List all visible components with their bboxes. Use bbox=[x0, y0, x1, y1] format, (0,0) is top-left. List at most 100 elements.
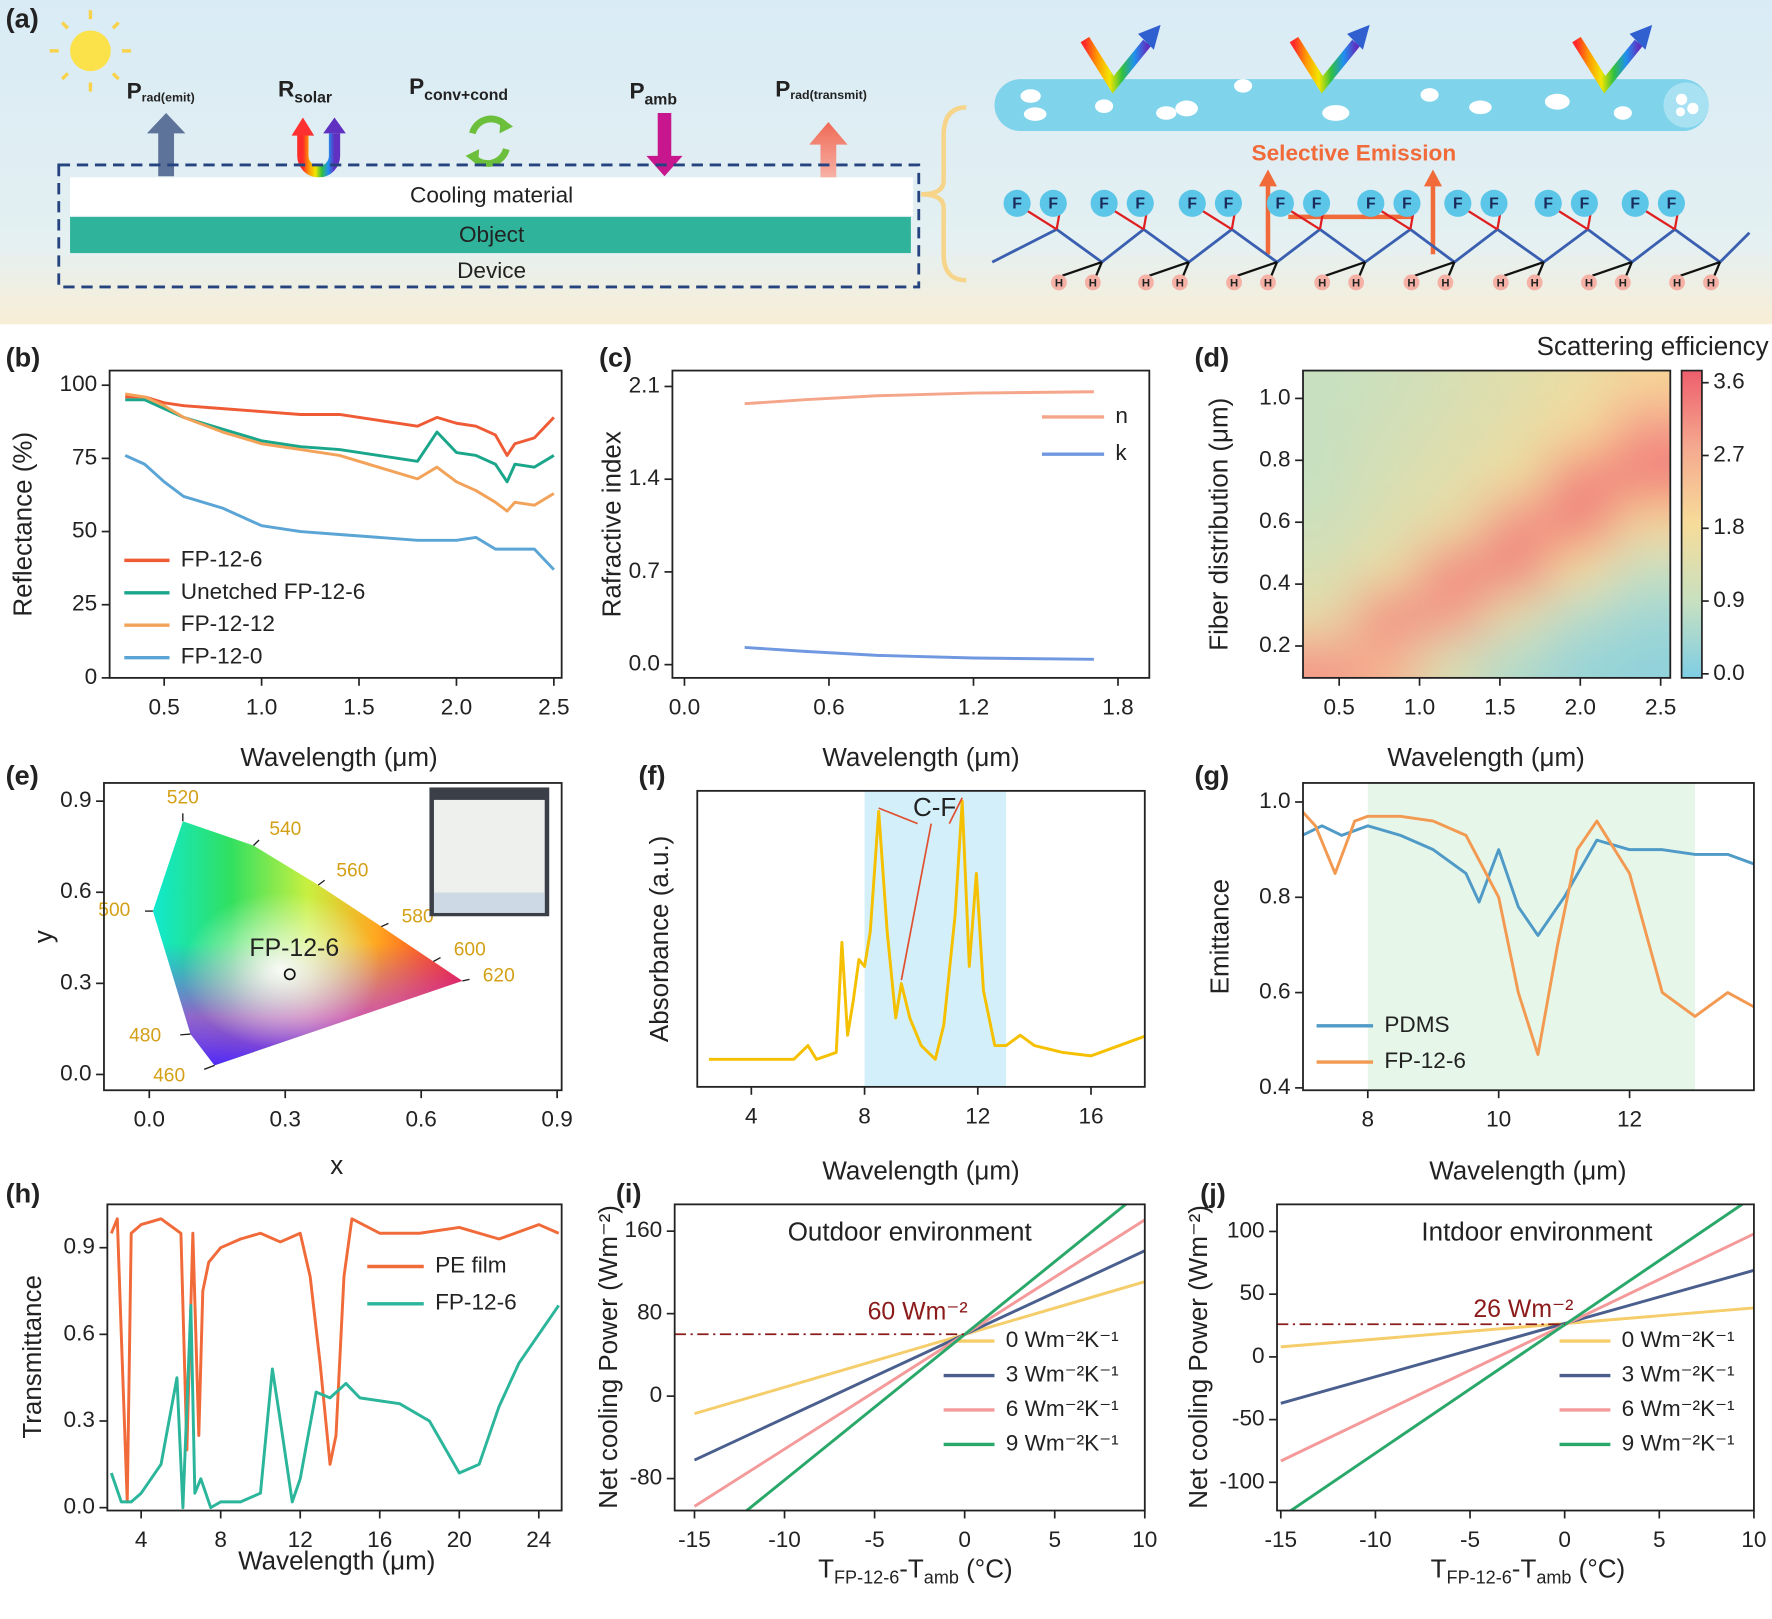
y-axis-label: Rafractive index bbox=[597, 431, 627, 617]
series-line bbox=[1288, 1204, 1745, 1511]
x-tick-label: 4 bbox=[745, 1103, 758, 1128]
panel-label: (a) bbox=[6, 2, 39, 33]
arrow bbox=[646, 112, 683, 177]
colorbar bbox=[1680, 369, 1703, 679]
gamut-overlay bbox=[152, 821, 463, 1066]
atom-label: F bbox=[1453, 196, 1463, 213]
symbol: P bbox=[629, 79, 644, 104]
heatmap-cell bbox=[1483, 499, 1549, 546]
background bbox=[0, 0, 1772, 325]
atom-label: H bbox=[1230, 278, 1238, 290]
heatmap-cell bbox=[1355, 370, 1420, 407]
layer-label: Cooling material bbox=[410, 183, 573, 208]
x-tick-label: 12 bbox=[288, 1527, 313, 1552]
x-tick-label: -15 bbox=[678, 1527, 711, 1552]
arrow-head bbox=[465, 149, 480, 165]
series-line bbox=[109, 1217, 560, 1504]
atom-label: H bbox=[1673, 278, 1681, 290]
atom-label: H bbox=[1441, 278, 1449, 290]
chart-title: Scattering efficiency bbox=[1537, 331, 1769, 361]
wavelength-tick bbox=[253, 839, 260, 846]
legend-label: 6 Wm⁻²K⁻¹ bbox=[1622, 1396, 1735, 1421]
chart: (d) Wavelength (μm) Fiber distribution (μm… bbox=[1195, 331, 1769, 772]
chart: (i) TFP-12-6-Tamb (°C) Net cooling Power (… bbox=[593, 1177, 1157, 1587]
series-line bbox=[125, 395, 555, 457]
heatmap-cell bbox=[1483, 545, 1549, 593]
heatmap-cells bbox=[1303, 370, 1671, 678]
x-tick-label: 0.0 bbox=[669, 694, 700, 719]
heatmap-cell bbox=[1419, 638, 1484, 678]
atom-label: H bbox=[1142, 278, 1150, 290]
heatmap-cell bbox=[1355, 638, 1420, 678]
legend-label: 9 Wm⁻²K⁻¹ bbox=[1622, 1430, 1735, 1455]
plot-frame bbox=[696, 789, 1146, 1088]
plot-frame bbox=[1302, 782, 1755, 1092]
y-tick-label: -50 bbox=[1232, 1406, 1265, 1431]
bond bbox=[1112, 209, 1145, 231]
atom-label: F bbox=[1048, 196, 1058, 213]
heatmap-cell bbox=[1303, 406, 1356, 454]
plot-frame bbox=[671, 369, 1151, 679]
legend-label: 6 Wm⁻²K⁻¹ bbox=[1006, 1396, 1119, 1421]
light-ray bbox=[1572, 36, 1643, 94]
heatmap-cell bbox=[1483, 370, 1549, 407]
atom bbox=[1039, 189, 1067, 217]
atom bbox=[1621, 189, 1649, 217]
x-tick-label: 1.0 bbox=[1404, 694, 1435, 719]
wavelength-label: 520 bbox=[167, 788, 199, 809]
bond bbox=[1061, 261, 1103, 277]
atom bbox=[1303, 189, 1331, 217]
atom bbox=[1357, 189, 1385, 217]
heatmap-cell bbox=[1483, 452, 1549, 500]
y-tick-label: 0.0 bbox=[629, 651, 660, 676]
atom bbox=[1090, 189, 1118, 217]
arrow-head bbox=[291, 117, 315, 136]
arrow-head bbox=[1138, 24, 1161, 50]
heatmap-cell bbox=[1612, 545, 1671, 593]
x-tick-label: 0.6 bbox=[813, 694, 844, 719]
bond bbox=[1325, 261, 1366, 277]
heatmap-cell bbox=[1303, 591, 1356, 639]
x-axis-label-part: T bbox=[1431, 1553, 1447, 1583]
heatmap-cell bbox=[1419, 406, 1484, 454]
y-tick-label: 0.8 bbox=[1259, 446, 1290, 471]
x-tick-label: 16 bbox=[1078, 1103, 1103, 1128]
annotation-pointer bbox=[878, 807, 918, 825]
y-tick-label: 0.8 bbox=[1259, 883, 1290, 908]
x-axis-label-part: -T bbox=[1512, 1553, 1537, 1583]
flux-label: Prad(transmit) bbox=[775, 76, 867, 102]
arrow-head bbox=[1258, 169, 1278, 187]
x-tick-label: 2.0 bbox=[441, 694, 472, 719]
wavelength-tick bbox=[180, 1033, 191, 1036]
bond bbox=[1591, 261, 1633, 277]
subscript: rad(emit) bbox=[142, 91, 195, 105]
heatmap-cell bbox=[1355, 545, 1420, 593]
y-axis-label: Net cooling Power (Wm⁻²) bbox=[593, 1205, 623, 1509]
atom bbox=[1703, 274, 1719, 291]
heatmap-cell bbox=[1355, 499, 1420, 546]
panel-label: (g) bbox=[1195, 759, 1230, 790]
x-tick-label: 8 bbox=[1362, 1107, 1375, 1132]
heatmap-cell bbox=[1303, 545, 1356, 593]
bond bbox=[1503, 261, 1545, 277]
y-axis-label: Emittance bbox=[1204, 879, 1234, 994]
colorbar-tick-label: 3.6 bbox=[1713, 369, 1744, 394]
schematic: (a) Prad(emit) Rsolar Pconv+cond Pamb Pr… bbox=[0, 0, 1772, 325]
y-tick-label: 0.6 bbox=[64, 1320, 95, 1345]
wavelength-tick bbox=[317, 879, 326, 886]
x-axis-label: Wavelength (μm) bbox=[240, 742, 437, 772]
highlight-band bbox=[864, 790, 1007, 1087]
heatmap-cell bbox=[1548, 591, 1613, 639]
y-tick-label: 0.9 bbox=[64, 1234, 95, 1259]
x-tick-label: 10 bbox=[1486, 1107, 1511, 1132]
atom-label: F bbox=[1543, 196, 1553, 213]
heatmap-cell bbox=[1303, 638, 1356, 678]
symbol: P bbox=[409, 74, 424, 99]
heatmap-cell bbox=[1548, 638, 1613, 678]
heatmap-cell bbox=[1303, 499, 1356, 546]
legend-label: FP-12-6 bbox=[1384, 1048, 1466, 1073]
legend-label: 0 Wm⁻²K⁻¹ bbox=[1006, 1327, 1119, 1352]
legend-label: 3 Wm⁻²K⁻¹ bbox=[1622, 1361, 1735, 1386]
atom-label: H bbox=[1497, 278, 1505, 290]
x-tick-label: 0 bbox=[958, 1527, 971, 1552]
